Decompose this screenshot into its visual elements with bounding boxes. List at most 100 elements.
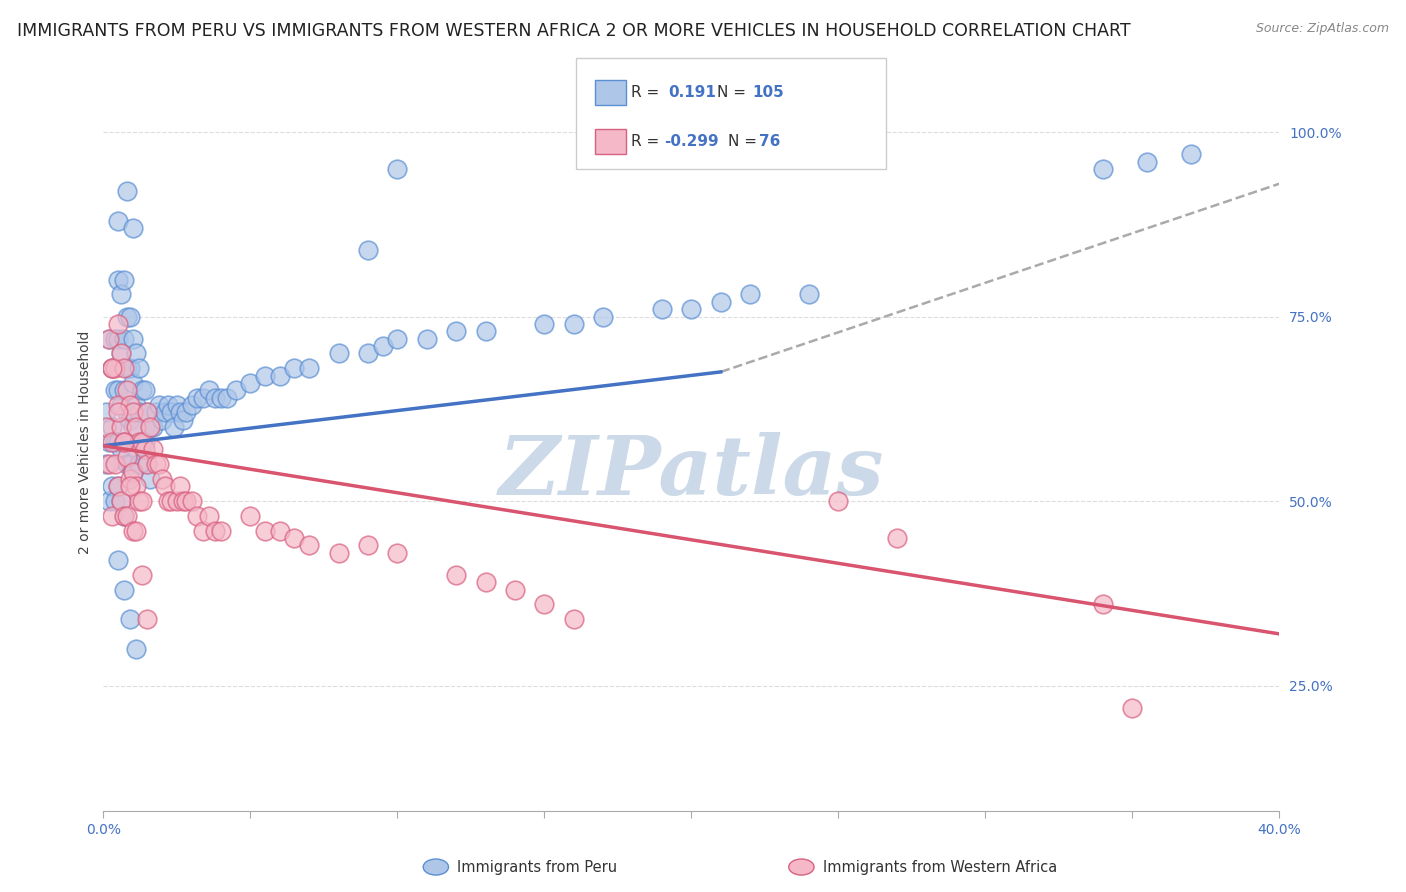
Point: [387, 546, 409, 560]
Point: [387, 332, 409, 346]
Point: [254, 524, 277, 538]
Point: [112, 435, 135, 450]
Point: [153, 405, 176, 419]
Point: [112, 582, 135, 597]
Point: [136, 405, 159, 419]
Text: Source: ZipAtlas.com: Source: ZipAtlas.com: [1256, 22, 1389, 36]
Point: [118, 479, 141, 493]
Point: [118, 472, 141, 486]
Point: [204, 524, 226, 538]
Point: [118, 612, 141, 626]
Point: [101, 420, 124, 434]
Point: [125, 420, 148, 434]
Point: [96, 420, 118, 434]
Point: [101, 479, 124, 493]
Text: 76: 76: [759, 134, 780, 149]
Point: [107, 405, 129, 419]
Point: [174, 494, 197, 508]
Point: [474, 575, 496, 590]
Point: [115, 384, 138, 398]
Point: [180, 494, 202, 508]
Point: [139, 420, 162, 434]
Point: [283, 361, 305, 376]
Point: [136, 612, 159, 626]
Point: [128, 405, 150, 419]
Point: [357, 243, 380, 257]
Point: [592, 310, 614, 324]
Point: [101, 508, 124, 523]
Point: [157, 398, 180, 412]
Point: [283, 531, 305, 545]
Point: [112, 508, 135, 523]
Point: [112, 332, 135, 346]
Point: [328, 546, 350, 560]
Point: [115, 405, 138, 419]
Point: [740, 287, 762, 301]
Point: [121, 376, 143, 390]
Point: [98, 494, 121, 508]
Point: [121, 465, 143, 479]
Point: [112, 384, 135, 398]
Point: [131, 435, 153, 450]
Point: [225, 384, 247, 398]
Point: [180, 398, 202, 412]
Point: [503, 582, 526, 597]
Point: [101, 361, 124, 376]
Point: [562, 612, 585, 626]
Point: [169, 479, 191, 493]
Point: [298, 538, 321, 552]
Point: [371, 339, 394, 353]
Point: [444, 567, 467, 582]
Point: [112, 435, 135, 450]
Point: [112, 508, 135, 523]
Point: [131, 494, 153, 508]
Text: Immigrants from Western Africa: Immigrants from Western Africa: [823, 860, 1057, 874]
Point: [533, 317, 555, 331]
Point: [198, 508, 221, 523]
Point: [107, 272, 129, 286]
Point: [101, 435, 124, 450]
Text: N =: N =: [728, 134, 762, 149]
Point: [128, 435, 150, 450]
Point: [328, 346, 350, 360]
Point: [444, 324, 467, 338]
Y-axis label: 2 or more Vehicles in Household: 2 or more Vehicles in Household: [79, 330, 93, 554]
Point: [172, 413, 194, 427]
Text: 105: 105: [752, 85, 785, 100]
Point: [110, 494, 132, 508]
Point: [131, 384, 153, 398]
Point: [215, 391, 238, 405]
Point: [269, 368, 291, 383]
Point: [110, 346, 132, 360]
Point: [148, 457, 170, 471]
Point: [107, 435, 129, 450]
Point: [160, 405, 183, 419]
Point: [110, 442, 132, 457]
Point: [1092, 161, 1115, 176]
Point: [128, 457, 150, 471]
Point: [131, 567, 153, 582]
Point: [254, 368, 277, 383]
Point: [153, 479, 176, 493]
Text: 0.191: 0.191: [668, 85, 716, 100]
Point: [193, 391, 215, 405]
Point: [827, 494, 849, 508]
Point: [533, 598, 555, 612]
Point: [172, 494, 194, 508]
Point: [1121, 700, 1143, 714]
Point: [104, 457, 127, 471]
Point: [101, 361, 124, 376]
Text: R =: R =: [631, 134, 665, 149]
Point: [174, 405, 197, 419]
Point: [136, 405, 159, 419]
Point: [150, 413, 173, 427]
Text: R =: R =: [631, 85, 665, 100]
Point: [128, 494, 150, 508]
Point: [298, 361, 321, 376]
Point: [1180, 147, 1202, 161]
Text: Immigrants from Peru: Immigrants from Peru: [457, 860, 617, 874]
Point: [112, 435, 135, 450]
Point: [107, 317, 129, 331]
Point: [651, 302, 673, 317]
Point: [125, 479, 148, 493]
